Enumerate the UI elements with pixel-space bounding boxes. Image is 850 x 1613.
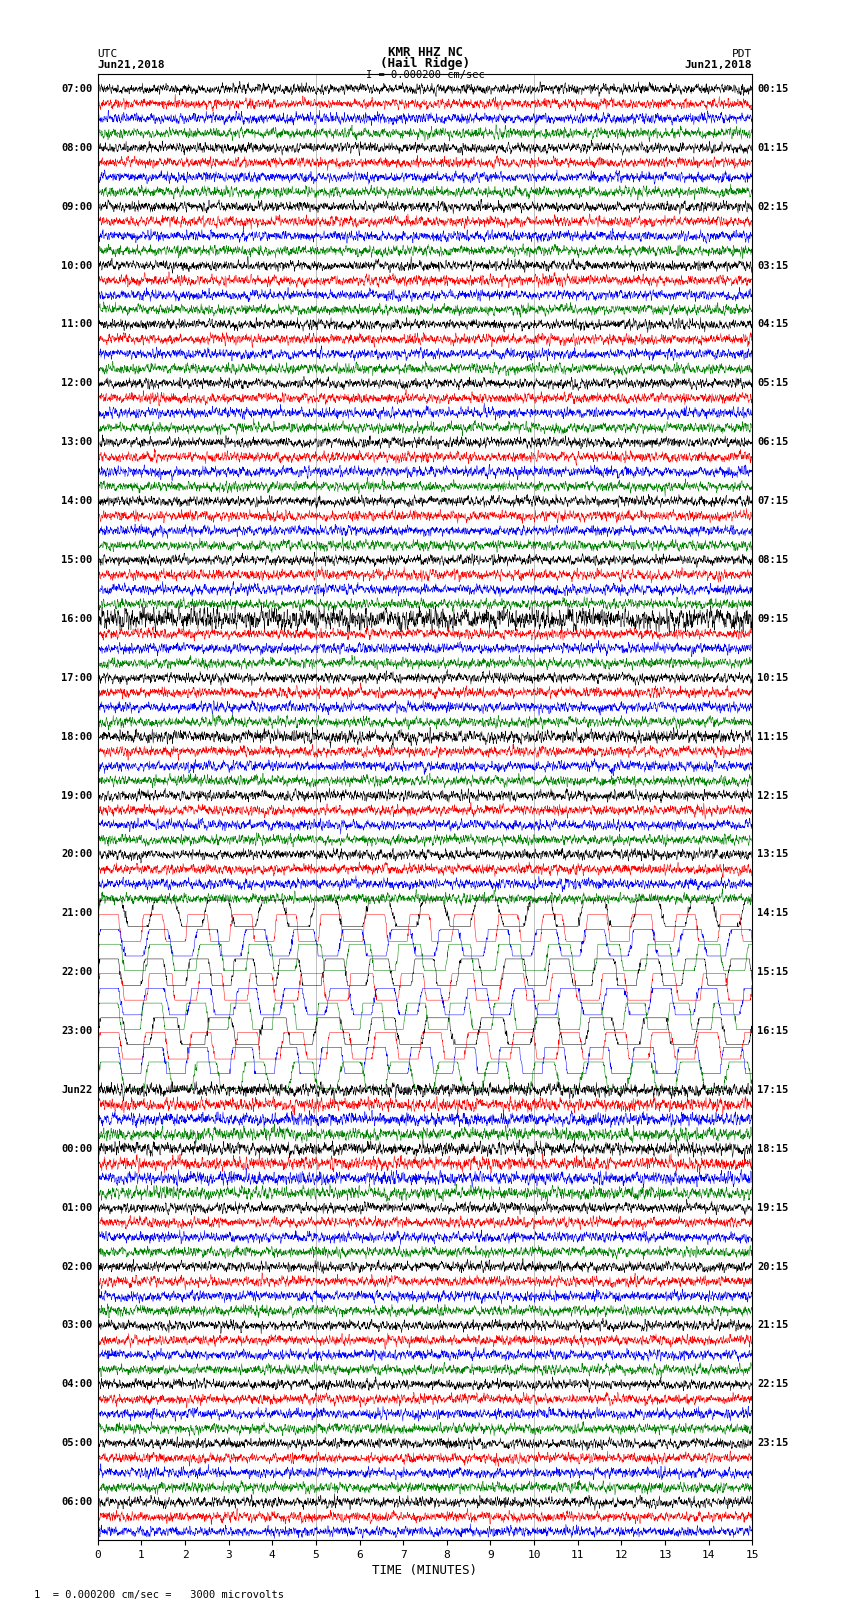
Text: Jun22: Jun22 xyxy=(61,1086,93,1095)
Text: 03:00: 03:00 xyxy=(61,1321,93,1331)
Text: 08:15: 08:15 xyxy=(757,555,789,565)
Text: 10:00: 10:00 xyxy=(61,261,93,271)
Text: 04:00: 04:00 xyxy=(61,1379,93,1389)
Text: 19:00: 19:00 xyxy=(61,790,93,800)
Text: 14:15: 14:15 xyxy=(757,908,789,918)
Text: PDT: PDT xyxy=(732,48,752,58)
Text: 04:15: 04:15 xyxy=(757,319,789,329)
X-axis label: TIME (MINUTES): TIME (MINUTES) xyxy=(372,1565,478,1578)
Text: 00:00: 00:00 xyxy=(61,1144,93,1153)
Text: 19:15: 19:15 xyxy=(757,1203,789,1213)
Text: 12:00: 12:00 xyxy=(61,379,93,389)
Text: 21:00: 21:00 xyxy=(61,908,93,918)
Text: 15:00: 15:00 xyxy=(61,555,93,565)
Text: 09:15: 09:15 xyxy=(757,615,789,624)
Text: 07:00: 07:00 xyxy=(61,84,93,94)
Text: 08:00: 08:00 xyxy=(61,144,93,153)
Text: 22:15: 22:15 xyxy=(757,1379,789,1389)
Text: 15:15: 15:15 xyxy=(757,968,789,977)
Text: UTC: UTC xyxy=(98,48,118,58)
Text: 21:15: 21:15 xyxy=(757,1321,789,1331)
Text: 00:15: 00:15 xyxy=(757,84,789,94)
Text: 12:15: 12:15 xyxy=(757,790,789,800)
Text: 20:15: 20:15 xyxy=(757,1261,789,1271)
Text: 11:15: 11:15 xyxy=(757,732,789,742)
Text: 09:00: 09:00 xyxy=(61,202,93,211)
Text: Jun21,2018: Jun21,2018 xyxy=(685,60,752,71)
Text: 01:15: 01:15 xyxy=(757,144,789,153)
Text: 17:00: 17:00 xyxy=(61,673,93,682)
Text: 02:15: 02:15 xyxy=(757,202,789,211)
Text: KMR HHZ NC: KMR HHZ NC xyxy=(388,45,462,58)
Text: 05:15: 05:15 xyxy=(757,379,789,389)
Text: Jun21,2018: Jun21,2018 xyxy=(98,60,165,71)
Text: 06:15: 06:15 xyxy=(757,437,789,447)
Text: 13:00: 13:00 xyxy=(61,437,93,447)
Text: 07:15: 07:15 xyxy=(757,497,789,506)
Text: 02:00: 02:00 xyxy=(61,1261,93,1271)
Text: 18:15: 18:15 xyxy=(757,1144,789,1153)
Text: 03:15: 03:15 xyxy=(757,261,789,271)
Text: 17:15: 17:15 xyxy=(757,1086,789,1095)
Text: 23:15: 23:15 xyxy=(757,1439,789,1448)
Text: (Hail Ridge): (Hail Ridge) xyxy=(380,56,470,71)
Text: 14:00: 14:00 xyxy=(61,497,93,506)
Text: 1  = 0.000200 cm/sec =   3000 microvolts: 1 = 0.000200 cm/sec = 3000 microvolts xyxy=(34,1590,284,1600)
Text: 18:00: 18:00 xyxy=(61,732,93,742)
Text: 20:00: 20:00 xyxy=(61,850,93,860)
Text: 11:00: 11:00 xyxy=(61,319,93,329)
Text: 05:00: 05:00 xyxy=(61,1439,93,1448)
Text: 13:15: 13:15 xyxy=(757,850,789,860)
Text: 16:00: 16:00 xyxy=(61,615,93,624)
Text: 10:15: 10:15 xyxy=(757,673,789,682)
Text: 01:00: 01:00 xyxy=(61,1203,93,1213)
Text: 22:00: 22:00 xyxy=(61,968,93,977)
Text: I = 0.000200 cm/sec: I = 0.000200 cm/sec xyxy=(366,69,484,79)
Text: 06:00: 06:00 xyxy=(61,1497,93,1507)
Text: 16:15: 16:15 xyxy=(757,1026,789,1036)
Text: 23:00: 23:00 xyxy=(61,1026,93,1036)
